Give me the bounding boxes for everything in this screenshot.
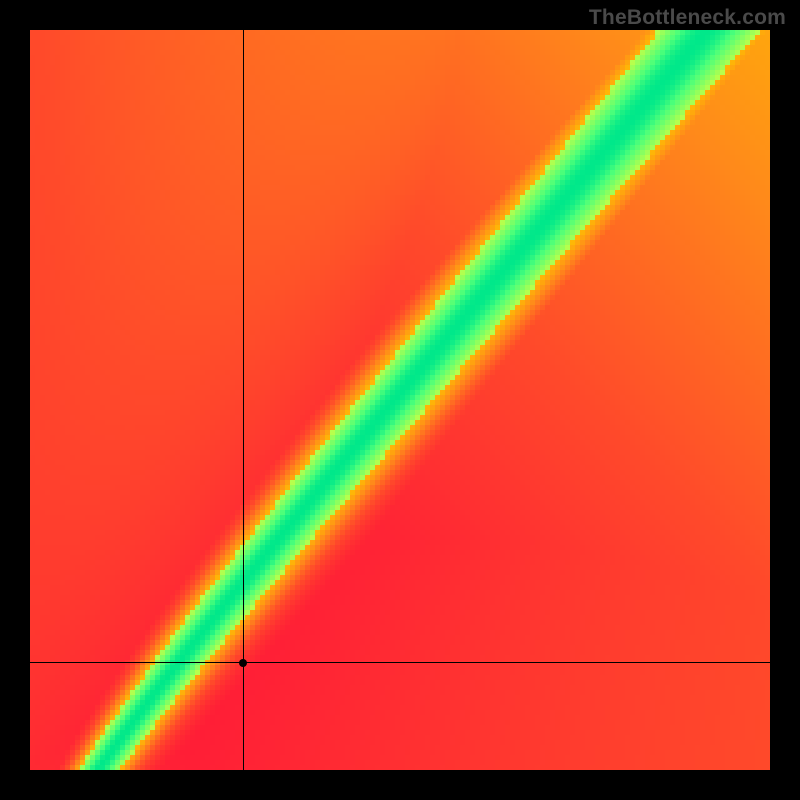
crosshair-marker: [239, 659, 247, 667]
crosshair-horizontal: [30, 662, 770, 663]
attribution-text: TheBottleneck.com: [589, 6, 786, 30]
heatmap-plot: [30, 30, 770, 770]
heatmap-canvas: [30, 30, 770, 770]
